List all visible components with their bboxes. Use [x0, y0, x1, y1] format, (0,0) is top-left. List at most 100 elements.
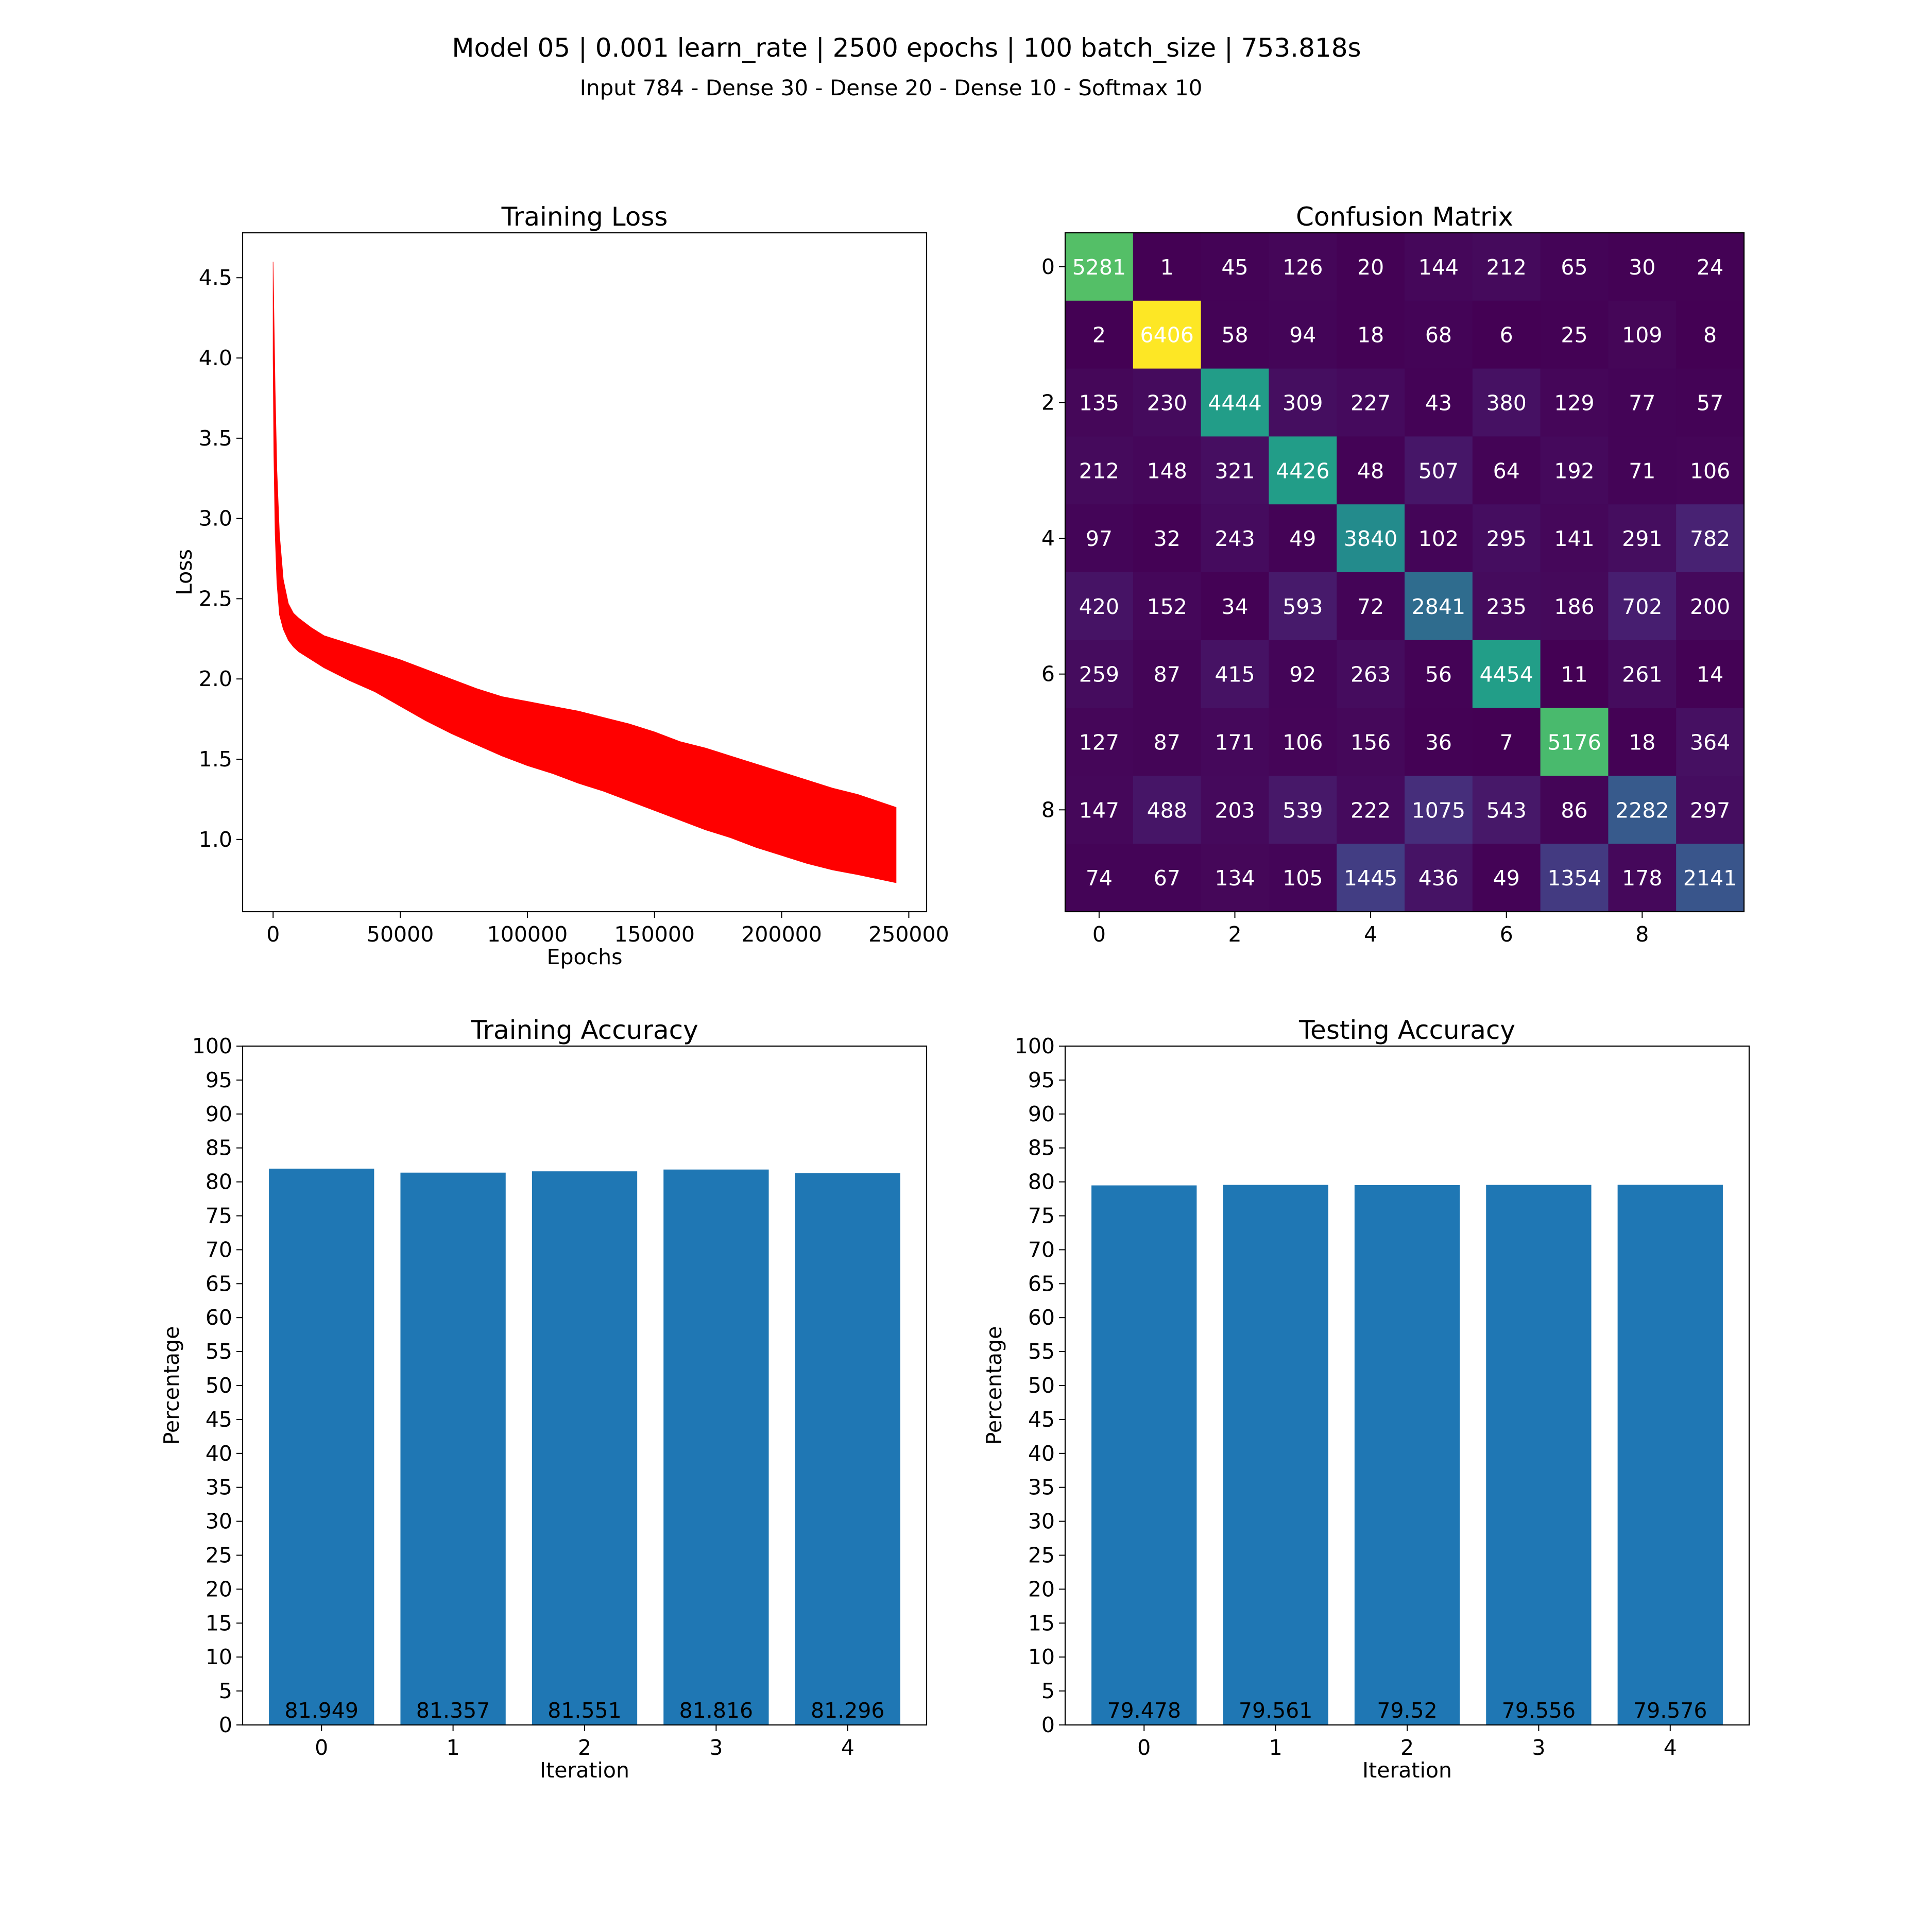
- cell-value: 127: [1079, 730, 1119, 755]
- cell-value: 102: [1418, 526, 1459, 551]
- y-axis-label: Percentage: [982, 1326, 1006, 1445]
- y-tick-label: 40: [1028, 1441, 1055, 1466]
- heatmap-cell: [1337, 572, 1405, 641]
- chart-title: Testing Accuracy: [1298, 1015, 1515, 1045]
- heatmap-cell: [1405, 776, 1473, 844]
- cell-value: 92: [1289, 662, 1316, 687]
- plot-frame: [1064, 232, 1745, 913]
- heatmap-cell: [1065, 844, 1134, 912]
- heatmap-cell: [1540, 300, 1609, 369]
- cell-value: 109: [1622, 323, 1662, 348]
- cell-value: 11: [1561, 662, 1587, 687]
- y-tick-label: 55: [1028, 1339, 1055, 1364]
- bar-value-label: 81.357: [416, 1698, 490, 1723]
- heatmap-cell: [1133, 708, 1202, 776]
- heatmap-cell: [1405, 708, 1473, 776]
- cell-value: 6: [1500, 323, 1513, 348]
- heatmap-cell: [1540, 233, 1609, 301]
- y-tick-label: 3.5: [199, 426, 232, 451]
- bar: [663, 1169, 769, 1725]
- loss-band: [272, 262, 897, 883]
- heatmap-cell: [1472, 504, 1541, 573]
- y-tick-label: 45: [206, 1407, 232, 1432]
- heatmap-cell: [1337, 844, 1405, 912]
- heatmap-cell: [1676, 436, 1745, 505]
- x-tick-label: 4: [841, 1735, 854, 1760]
- heatmap-cell: [1608, 708, 1677, 776]
- plot-frame: [242, 232, 928, 913]
- cell-value: 200: [1690, 594, 1730, 619]
- x-tick-label: 250000: [868, 922, 949, 947]
- cell-value: 144: [1418, 255, 1459, 280]
- x-tick-label: 0: [266, 922, 280, 947]
- cell-value: 72: [1357, 594, 1384, 619]
- cell-value: 67: [1154, 866, 1181, 891]
- y-tick-label: 5: [219, 1679, 232, 1703]
- heatmap-cell: [1065, 504, 1134, 573]
- heatmap-cell: [1133, 504, 1202, 573]
- heatmap-cell: [1405, 368, 1473, 437]
- heatmap-cell: [1269, 300, 1337, 369]
- heatmap-cell: [1269, 504, 1337, 573]
- x-tick-label: 0: [1092, 922, 1106, 947]
- y-tick-label: 6: [1041, 662, 1055, 687]
- y-tick-label: 30: [1028, 1509, 1055, 1534]
- cell-value: 420: [1079, 594, 1119, 619]
- cell-value: 235: [1486, 594, 1527, 619]
- heatmap-cell: [1608, 368, 1677, 437]
- heatmap-cell: [1472, 640, 1541, 709]
- cell-value: 25: [1561, 323, 1587, 348]
- cell-value: 34: [1221, 594, 1248, 619]
- x-tick-label: 2: [578, 1735, 591, 1760]
- y-tick-label: 50: [1028, 1373, 1055, 1398]
- heatmap-cell: [1065, 708, 1134, 776]
- heatmap-cell: [1676, 708, 1745, 776]
- cell-value: 436: [1418, 866, 1459, 891]
- cell-value: 65: [1561, 255, 1587, 280]
- heatmap-cell: [1201, 436, 1269, 505]
- cell-value: 2841: [1412, 594, 1465, 619]
- cell-value: 8: [1703, 323, 1717, 348]
- cell-value: 1075: [1412, 798, 1465, 823]
- cell-value: 43: [1425, 391, 1452, 416]
- bar: [532, 1171, 638, 1725]
- heatmap-cell: [1676, 504, 1745, 573]
- y-tick-label: 85: [1028, 1136, 1055, 1160]
- cell-value: 30: [1629, 255, 1655, 280]
- heatmap-cell: [1065, 436, 1134, 505]
- heatmap-cell: [1540, 504, 1609, 573]
- cell-value: 507: [1418, 458, 1459, 483]
- cell-value: 4426: [1276, 458, 1329, 483]
- heatmap-cell: [1540, 572, 1609, 641]
- cell-value: 192: [1554, 458, 1594, 483]
- heatmap-cell: [1065, 368, 1134, 437]
- y-tick-label: 45: [1028, 1407, 1055, 1432]
- y-tick-label: 0: [1041, 254, 1055, 279]
- bar: [1486, 1185, 1592, 1725]
- cell-value: 222: [1350, 798, 1391, 823]
- cell-value: 5281: [1072, 255, 1126, 280]
- heatmap-cell: [1540, 436, 1609, 505]
- bar: [1354, 1185, 1460, 1725]
- bar: [400, 1172, 506, 1725]
- bar: [269, 1168, 374, 1725]
- y-tick-label: 0: [219, 1713, 232, 1737]
- y-tick-label: 90: [1028, 1102, 1055, 1126]
- heatmap-cell: [1608, 233, 1677, 301]
- heatmap-cell: [1133, 640, 1202, 709]
- x-tick-label: 3: [1532, 1735, 1545, 1760]
- heatmap-cell: [1201, 233, 1269, 301]
- y-tick-label: 80: [1028, 1170, 1055, 1194]
- cell-value: 2141: [1683, 866, 1737, 891]
- y-tick-label: 60: [206, 1305, 232, 1330]
- cell-value: 186: [1554, 594, 1594, 619]
- cell-value: 24: [1697, 255, 1723, 280]
- y-tick-label: 1.5: [199, 747, 232, 772]
- bar: [795, 1173, 900, 1725]
- heatmap-cell: [1472, 572, 1541, 641]
- heatmap-cell: [1472, 776, 1541, 844]
- y-tick-label: 65: [206, 1271, 232, 1296]
- bar-value-label: 81.296: [811, 1698, 884, 1723]
- heatmap-cell: [1540, 708, 1609, 776]
